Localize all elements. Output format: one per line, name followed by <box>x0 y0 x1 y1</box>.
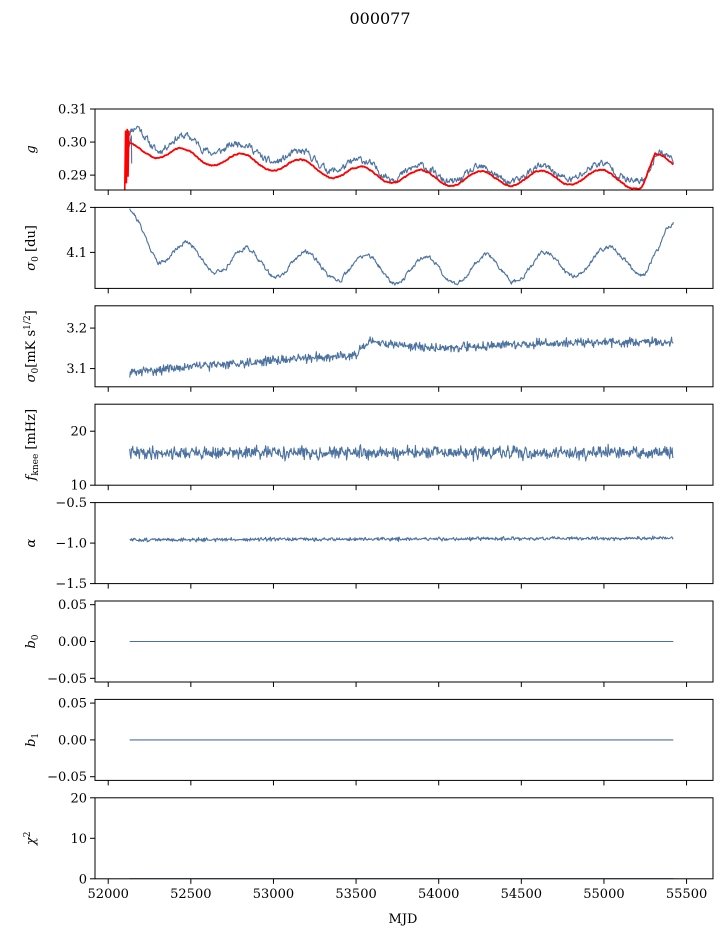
y-label-symbol: χ <box>24 836 39 846</box>
x-tick-label: 55000 <box>583 887 624 902</box>
y-tick-label: 0.30 <box>58 136 87 151</box>
y-label-symbol: b <box>24 739 39 747</box>
series-line-0 <box>129 535 674 543</box>
y-tick-label: 0.29 <box>58 169 87 184</box>
y-label-symbol: b <box>24 640 39 648</box>
axes-frame <box>94 403 714 486</box>
y-label-superscript: 1/2 <box>23 315 33 329</box>
series-line-0 <box>129 208 674 286</box>
y-tick-label: −0.05 <box>47 770 87 785</box>
y-tick-label: 10 <box>70 832 87 847</box>
panel-4: −1.5 −1.0 −0.5 α <box>24 496 714 592</box>
figure-title: 000077 <box>349 9 410 28</box>
y-axis-label: g <box>24 145 39 153</box>
y-tick-label: 3.1 <box>66 362 87 377</box>
y-label-symbol: σ <box>24 372 39 382</box>
y-tick-label: 20 <box>70 425 87 440</box>
x-tick-label: 54000 <box>418 887 459 902</box>
y-tick-label: 0.05 <box>58 598 87 613</box>
y-label-close: ] <box>24 310 39 315</box>
series-line-0 <box>129 443 674 462</box>
panel-1: 4.1 4.2 σ0 [du] <box>24 201 714 294</box>
y-tick-label: 0.00 <box>58 733 87 748</box>
y-axis-label: b0 <box>24 634 41 648</box>
y-label-subscript: 0 <box>31 256 41 262</box>
y-axis-label: fknee [mHz] <box>24 409 41 482</box>
x-tick-label: 53000 <box>253 887 294 902</box>
series-line-1 <box>127 141 674 190</box>
axes-frame <box>94 206 714 289</box>
y-axis-label: σ0[mK s1/2] <box>23 310 41 382</box>
series-line-0 <box>129 336 674 378</box>
panel-2: 3.1 3.2 σ0[mK s1/2] <box>23 305 714 392</box>
y-tick-label: −1.0 <box>55 537 87 552</box>
y-tick-label: 4.1 <box>66 246 87 261</box>
panel-6: −0.05 0.00 0.05 b1 <box>24 697 714 786</box>
y-tick-label: 0 <box>79 872 87 887</box>
y-label-symbol: σ <box>24 261 39 271</box>
y-axis-label: σ0 [du] <box>24 225 41 271</box>
x-axis-label: MJD <box>389 912 418 927</box>
y-tick-label: −1.5 <box>55 577 87 592</box>
y-tick-label: 0.31 <box>58 103 87 118</box>
axes-frame <box>94 108 714 191</box>
y-axis-label: χ2 <box>23 831 39 846</box>
y-axis-label: b1 <box>24 733 41 747</box>
y-label-subscript: 0 <box>31 634 41 640</box>
y-label-symbol: α <box>24 538 39 547</box>
y-label-symbol: g <box>24 145 39 153</box>
x-tick-label: 52500 <box>170 887 211 902</box>
y-tick-label: 0.05 <box>58 697 87 712</box>
y-tick-label: −0.5 <box>55 496 87 511</box>
panel-3: 10 20 fknee [mHz] <box>24 403 714 494</box>
y-label-superscript: 2 <box>23 831 33 837</box>
x-tick-label: 54500 <box>501 887 542 902</box>
axes-frame <box>94 502 714 585</box>
x-tick-label: 55500 <box>666 887 707 902</box>
y-tick-label: 3.2 <box>66 322 87 337</box>
y-label-units: [mHz] <box>24 409 39 454</box>
y-tick-label: −0.05 <box>47 672 87 687</box>
axes-frame <box>94 305 714 388</box>
panel-0: 0.29 0.30 0.31 g <box>24 103 714 195</box>
series-stub-1 <box>123 128 130 190</box>
y-label-units: [du] <box>24 225 39 256</box>
panel-5: −0.05 0.00 0.05 b0 <box>24 598 714 687</box>
y-label-subscript: 1 <box>31 733 41 739</box>
y-tick-label: 4.2 <box>66 201 87 216</box>
series-line-0 <box>127 125 674 186</box>
y-tick-label: 10 <box>70 479 87 494</box>
y-axis-label: α <box>24 538 39 547</box>
y-tick-label: 0.00 <box>58 635 87 650</box>
y-label-symbol: f <box>24 473 39 481</box>
axes-frame <box>94 797 714 880</box>
y-label-subscript: knee <box>31 454 41 476</box>
x-tick-label: 53500 <box>335 887 376 902</box>
panel-7: 0 10 20 52000 52500 53000 53500 54000 54500 55000… <box>23 791 714 902</box>
y-label-subscript: 0 <box>31 367 41 373</box>
y-label-units: [mK s <box>24 330 39 368</box>
x-tick-label: 52000 <box>88 887 129 902</box>
y-tick-label: 20 <box>70 791 87 806</box>
